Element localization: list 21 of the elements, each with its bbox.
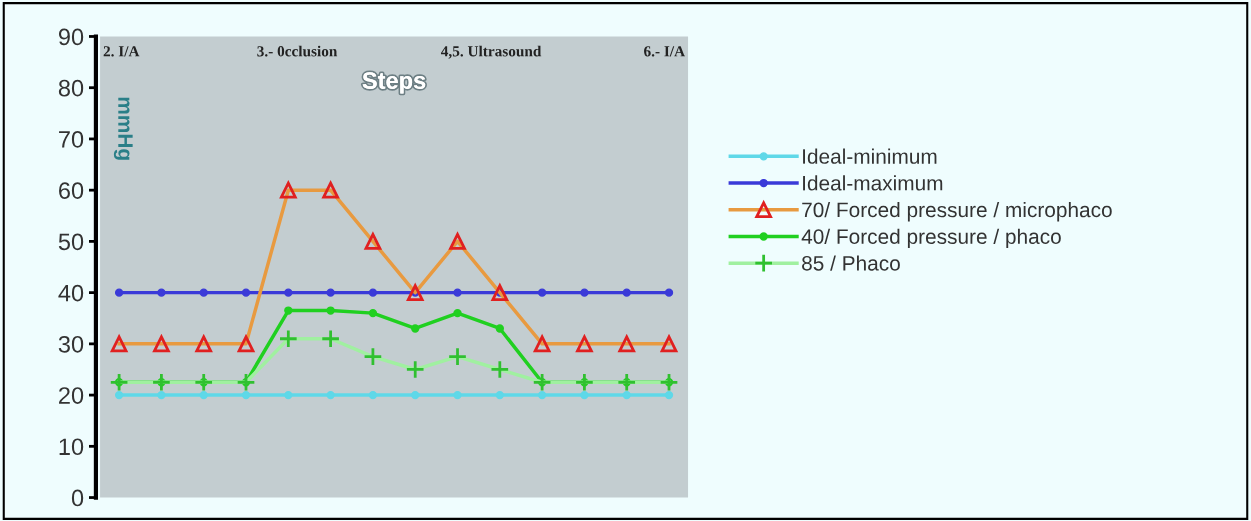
y-tick-label: 10 bbox=[59, 438, 84, 456]
y-axis-title: mmHg bbox=[113, 97, 133, 160]
annotation: 4,5. Ultrasound bbox=[440, 45, 542, 59]
annotation: 6.- I/A bbox=[644, 46, 685, 57]
y-tick-label: 80 bbox=[58, 79, 84, 97]
y-tick-label: 70 bbox=[59, 131, 84, 148]
y-tick-label: 20 bbox=[59, 387, 84, 404]
y-tick-label: 30 bbox=[58, 335, 84, 353]
annotation: 3.- 0cclusion bbox=[257, 45, 338, 57]
legend-label: Ideal-minimum bbox=[803, 148, 937, 164]
y-tick-label: 60 bbox=[59, 182, 84, 199]
y-tick-label: 90 bbox=[58, 28, 84, 46]
legend-label: 40/ Forced pressure / phaco bbox=[801, 228, 1061, 249]
y-tick-label: 40 bbox=[58, 284, 84, 302]
legend-label: 70/ Forced pressure / microphaco bbox=[802, 201, 1112, 222]
annotation: 2. I/A bbox=[103, 46, 140, 57]
y-tick-label: 0 bbox=[71, 489, 84, 507]
x-axis-title: Steps bbox=[362, 72, 426, 94]
legend-label: Ideal-maximum bbox=[803, 175, 943, 191]
y-tick-label: 50 bbox=[58, 233, 84, 251]
legend-label: 85 / Phaco bbox=[802, 255, 900, 271]
